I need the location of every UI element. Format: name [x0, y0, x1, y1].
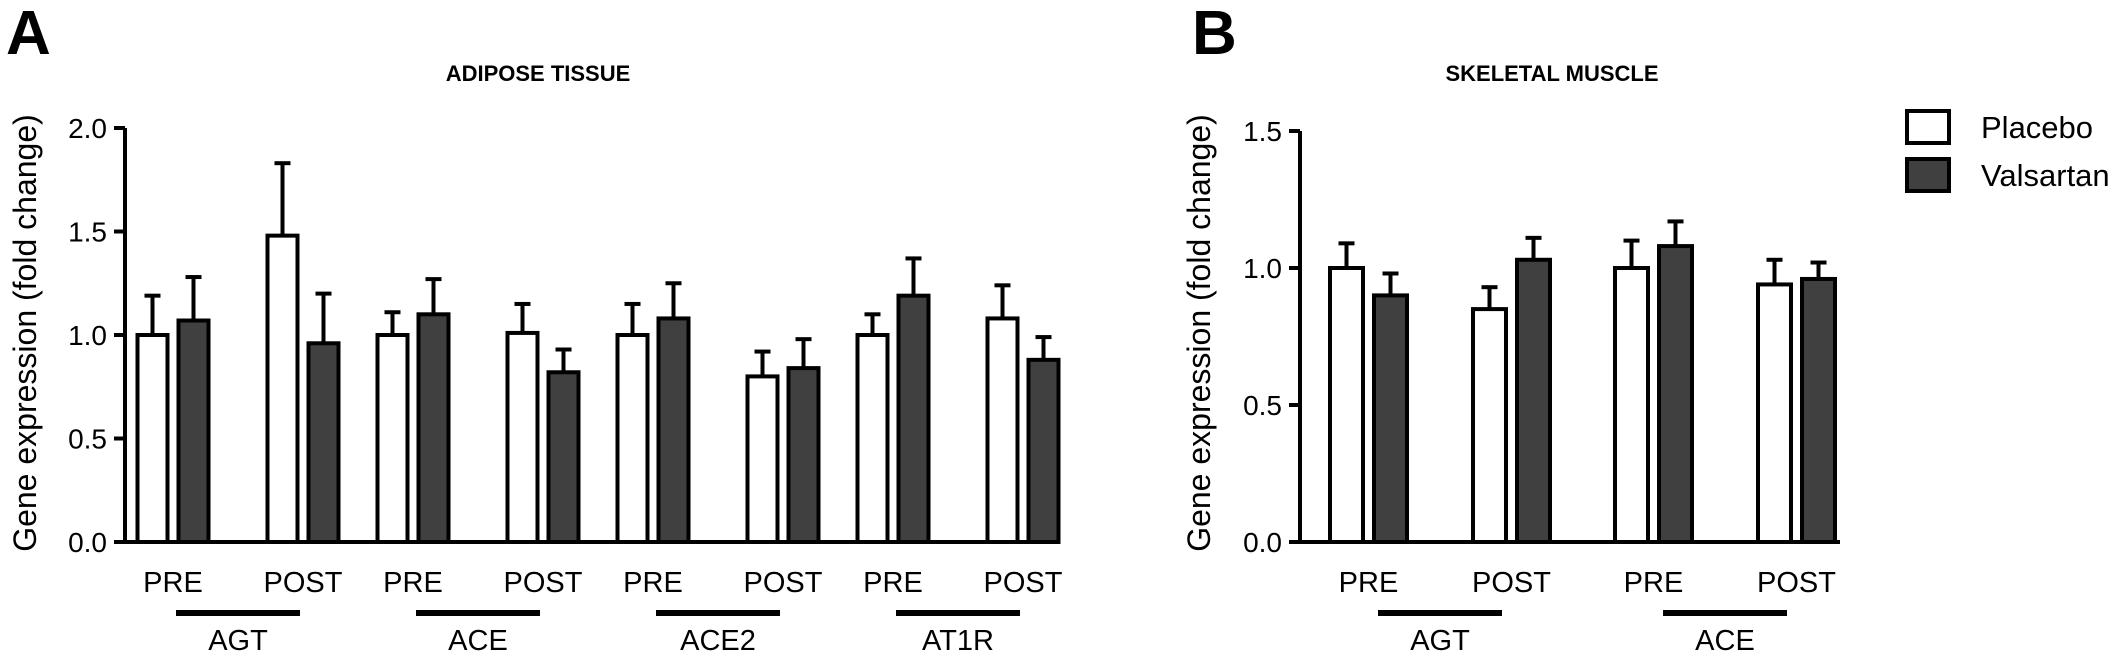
bar-ace-post-valsartan	[546, 370, 581, 545]
timepoint-label: PRE	[623, 567, 683, 599]
y-tick-label: 0.5	[68, 424, 107, 455]
gene-label-agt: AGT	[1410, 625, 1470, 657]
panel-b-title: SKELETAL MUSCLE	[1445, 61, 1658, 86]
bar-ace-pre-valsartan	[1657, 244, 1694, 545]
bar-at1r-pre-valsartan	[896, 293, 931, 545]
legend-label-valsartan: Valsartan	[1981, 158, 2110, 193]
timepoint-label: PRE	[143, 567, 203, 599]
timepoint-label: POST	[744, 567, 823, 599]
timepoint-label: POST	[1472, 567, 1551, 599]
legend: Placebo Valsartan	[1905, 109, 2110, 193]
bar-ace2-pre-valsartan	[656, 316, 691, 544]
bar-ace2-pre-placebo	[615, 333, 650, 544]
gene-label-ace2: ACE2	[680, 625, 756, 657]
y-tick-label: 1.0	[68, 320, 107, 351]
timepoint-label: PRE	[863, 567, 923, 599]
panel-letter-a: A	[6, 0, 51, 68]
gene-label-agt: AGT	[208, 625, 268, 657]
bar-at1r-post-placebo	[985, 316, 1020, 544]
timepoint-label: POST	[984, 567, 1063, 599]
legend-swatch-valsartan	[1905, 157, 1951, 193]
bar-agt-post-valsartan	[306, 341, 341, 544]
bar-ace-pre-valsartan	[416, 312, 451, 544]
timepoint-label: POST	[264, 567, 343, 599]
bar-agt-pre-valsartan	[176, 318, 211, 545]
timepoint-label: PRE	[1339, 567, 1399, 599]
gene-label-ace: ACE	[448, 625, 508, 657]
bar-agt-pre-placebo	[135, 333, 170, 544]
bar-at1r-post-valsartan	[1026, 357, 1061, 544]
bar-ace2-post-valsartan	[786, 366, 821, 544]
y-tick-label: 0.0	[1243, 527, 1282, 558]
bar-agt-pre-placebo	[1328, 266, 1365, 544]
bar-agt-post-placebo	[1471, 307, 1508, 544]
bar-ace-post-valsartan	[1800, 276, 1837, 544]
bar-ace-pre-placebo	[1613, 266, 1650, 544]
y-tick-label: 2.0	[68, 113, 107, 144]
gene-label-ace: ACE	[1695, 625, 1755, 657]
bar-agt-post-placebo	[265, 233, 300, 544]
y-tick-label: 1.5	[68, 217, 107, 248]
bar-ace2-post-placebo	[745, 374, 780, 544]
timepoint-label: POST	[1757, 567, 1836, 599]
panel-a-title: ADIPOSE TISSUE	[446, 61, 631, 86]
y-tick-label: 1.0	[1243, 253, 1282, 284]
bar-agt-post-valsartan	[1515, 257, 1552, 544]
bar-agt-pre-valsartan	[1372, 293, 1409, 544]
bar-ace-pre-placebo	[375, 333, 410, 544]
panel-b-skeletal-muscle: B SKELETAL MUSCLE Gene expression (fold …	[1181, 0, 1840, 657]
legend-label-placebo: Placebo	[1981, 110, 2093, 145]
bar-ace-post-placebo	[505, 330, 540, 544]
legend-swatch-placebo	[1905, 109, 1951, 145]
bar-at1r-pre-placebo	[855, 333, 890, 544]
panel-b-y-axis-title: Gene expression (fold change)	[1181, 114, 1217, 552]
bar-ace-post-placebo	[1756, 282, 1793, 544]
timepoint-label: POST	[504, 567, 583, 599]
panel-a-adipose-tissue: A ADIPOSE TISSUE Gene expression (fold c…	[6, 0, 1063, 657]
y-tick-label: 0.5	[1243, 390, 1282, 421]
timepoint-label: PRE	[383, 567, 443, 599]
panel-letter-b: B	[1192, 0, 1237, 68]
gene-label-at1r: AT1R	[922, 625, 994, 657]
timepoint-label: PRE	[1624, 567, 1684, 599]
panel-a-y-axis-title: Gene expression (fold change)	[7, 114, 43, 552]
y-tick-label: 1.5	[1243, 116, 1282, 147]
y-tick-label: 0.0	[68, 527, 107, 558]
